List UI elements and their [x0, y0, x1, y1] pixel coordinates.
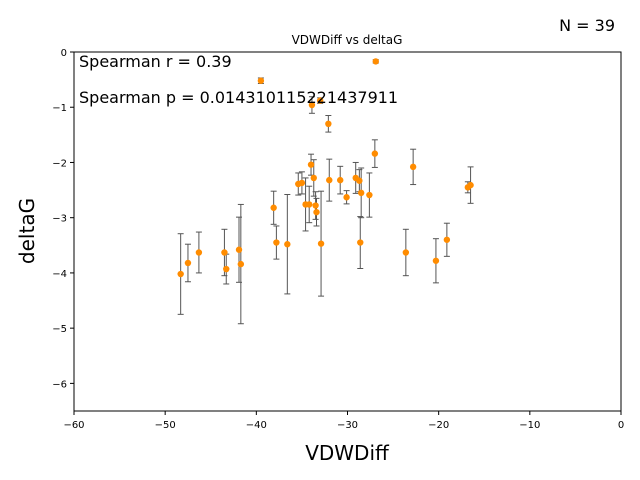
data-point [298, 179, 306, 187]
data-point [443, 236, 451, 243]
data-point [313, 208, 320, 216]
y-axis-label: deltaG [15, 198, 39, 264]
data-point [310, 174, 317, 182]
y-tick-label: −6 [52, 379, 67, 390]
data-point [371, 150, 379, 157]
data-point [357, 239, 364, 246]
point-layer [177, 58, 474, 278]
data-point [316, 97, 324, 104]
sample-size-label: N = 39 [559, 16, 615, 35]
y-tick-label: −5 [52, 324, 67, 335]
y-tick-label: −2 [52, 158, 67, 169]
data-point [467, 181, 474, 189]
data-point [308, 101, 316, 109]
data-point [306, 201, 313, 208]
data-point [257, 77, 265, 84]
x-tick-label: −40 [246, 420, 267, 431]
spearman-p-annotation: Spearman p = 0.014310115221437911 [79, 88, 398, 107]
y-tick-label: 0 [61, 48, 67, 59]
data-point [273, 239, 280, 246]
data-point [223, 265, 230, 273]
data-point [270, 204, 277, 211]
x-axis-ticks: −60 −50 −40 −30 −20 −10 0 [63, 411, 624, 431]
data-point [356, 177, 363, 184]
data-point [325, 120, 332, 128]
x-tick-label: −20 [428, 420, 449, 431]
spearman-r-annotation: Spearman r = 0.39 [79, 52, 232, 71]
data-point [221, 249, 228, 256]
x-tick-label: −50 [155, 420, 176, 431]
y-tick-label: −1 [52, 103, 67, 114]
data-point [337, 176, 344, 184]
data-point [307, 161, 315, 168]
data-point [372, 58, 379, 65]
x-tick-label: −60 [63, 420, 84, 431]
data-point [312, 202, 319, 209]
data-point [326, 176, 333, 184]
y-tick-label: −4 [52, 269, 67, 280]
data-point [357, 189, 365, 197]
data-point [317, 240, 325, 247]
data-point [284, 241, 291, 248]
data-point [343, 194, 350, 201]
data-point [402, 249, 410, 256]
data-point [235, 246, 243, 253]
data-point [366, 191, 373, 199]
data-point [195, 249, 203, 256]
data-point [177, 270, 184, 278]
y-axis-ticks: 0 −1 −2 −3 −4 −5 −6 [52, 48, 74, 390]
x-tick-label: 0 [618, 420, 624, 431]
x-axis-label: VDWDiff [305, 441, 390, 465]
y-tick-label: −3 [52, 214, 67, 225]
x-tick-label: −30 [337, 420, 358, 431]
data-point [237, 260, 245, 268]
x-tick-label: −10 [519, 420, 540, 431]
data-point [184, 259, 192, 267]
plot-background [74, 52, 621, 411]
plot-title: VDWDiff vs deltaG [292, 33, 403, 47]
data-point [432, 257, 440, 264]
data-point [409, 163, 417, 171]
